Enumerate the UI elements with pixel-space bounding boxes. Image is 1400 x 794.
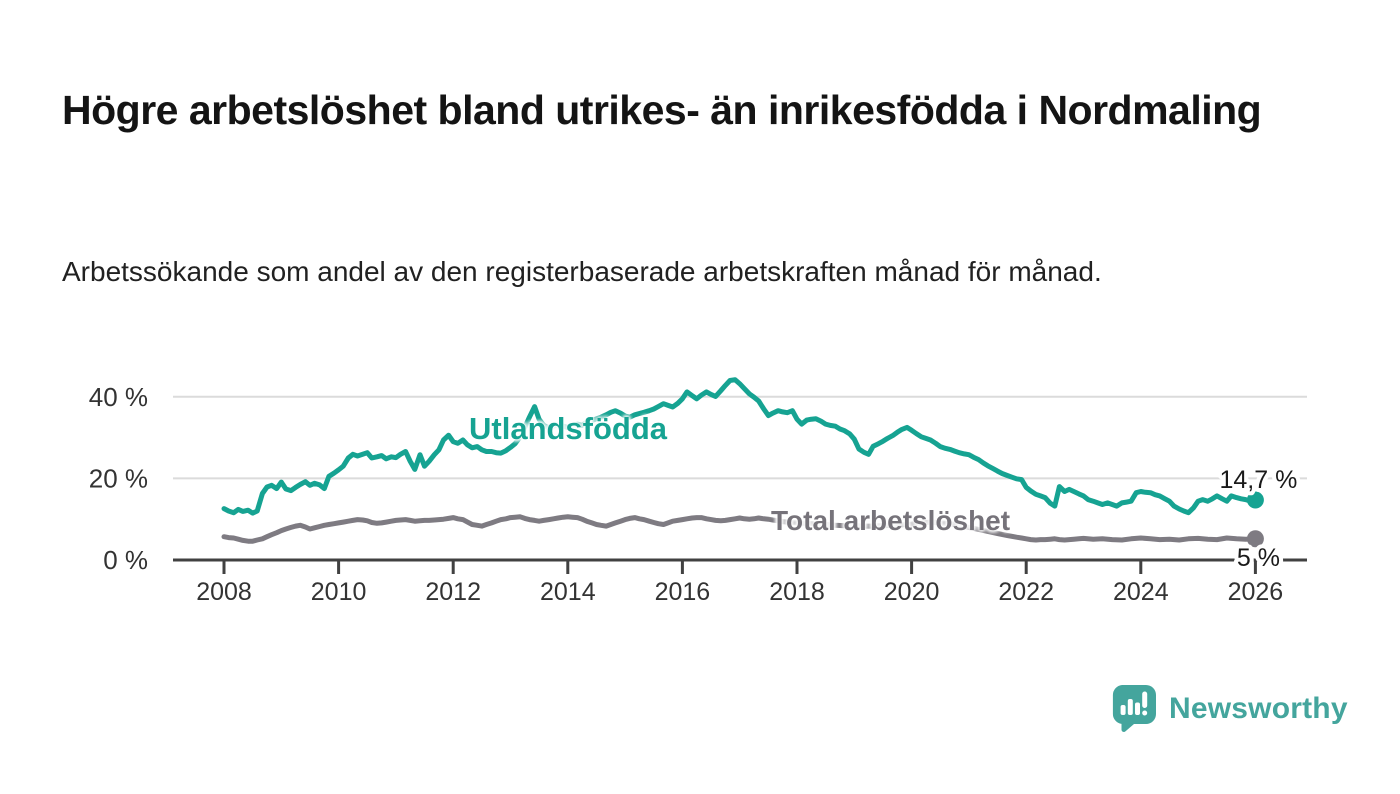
- x-tick-label: 2024: [1113, 578, 1169, 606]
- x-tick-label: 2014: [540, 578, 596, 606]
- x-tick-label: 2012: [425, 578, 481, 606]
- bar-chart-speech-bubble-icon: [1112, 684, 1157, 733]
- x-tick-label: 2026: [1228, 578, 1284, 606]
- series-label-total-arbetsloshet: Total arbetslöshet: [771, 505, 1011, 536]
- x-tick-label: 2022: [998, 578, 1054, 606]
- x-tick-label: 2010: [311, 578, 367, 606]
- chart-subtitle: Arbetssökande som andel av den registerb…: [62, 256, 1102, 287]
- y-tick-label: 0 %: [103, 545, 148, 575]
- series-line-utlandsfodda: [221, 377, 1258, 516]
- x-tick-label: 2008: [196, 578, 252, 606]
- series-end-value-label: 14,7 %: [1219, 466, 1297, 494]
- x-tick-label: 2020: [884, 578, 940, 606]
- newsworthy-logo-text: Newsworthy: [1169, 691, 1348, 725]
- y-tick-label: 20 %: [89, 463, 148, 493]
- series-end-dot: [1246, 530, 1264, 548]
- series-end-value-label: 5 %: [1237, 544, 1280, 572]
- x-tick-label: 2016: [655, 578, 711, 606]
- page-title: Högre arbetslöshet bland utrikes- än inr…: [62, 87, 1262, 134]
- newsworthy-logo: Newsworthy: [1112, 684, 1348, 733]
- series-end-dot: [1246, 491, 1264, 509]
- series-label-utlandsfodda: Utlandsfödda: [469, 411, 668, 446]
- x-tick-label: 2018: [769, 578, 825, 606]
- series-line-total: [221, 514, 1258, 544]
- y-tick-label: 40 %: [89, 382, 148, 412]
